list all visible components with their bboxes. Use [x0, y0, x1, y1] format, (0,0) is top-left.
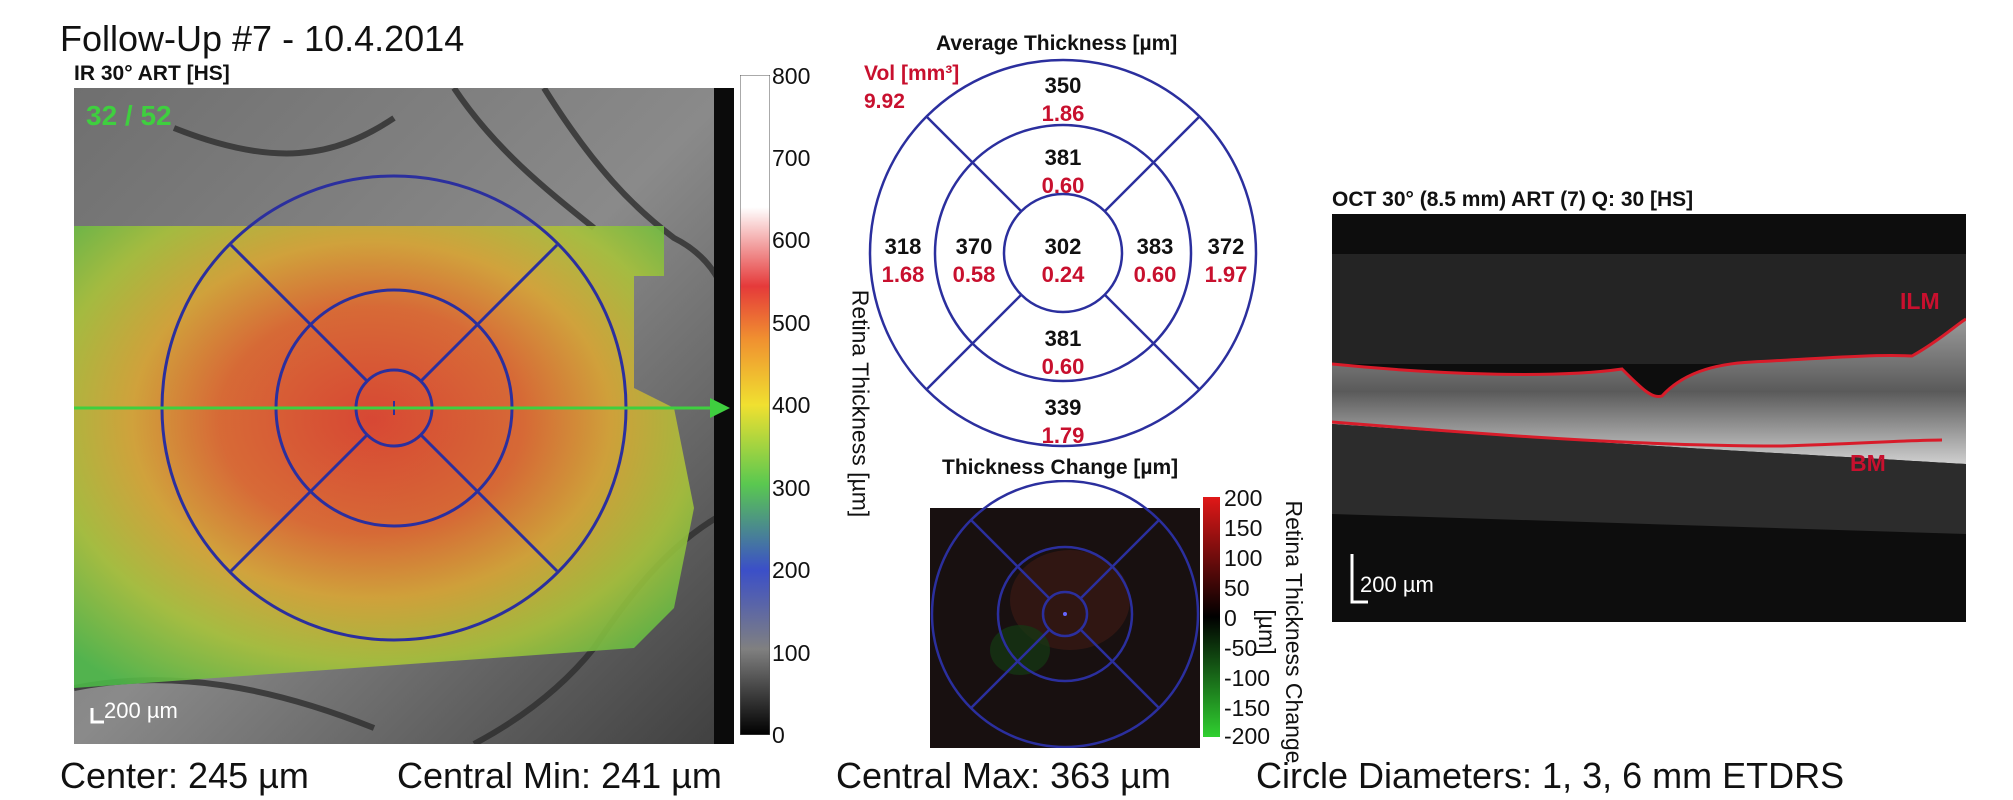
frame-counter: 32 / 52 [86, 100, 172, 131]
thickness-change-title: Thickness Change [µm] [942, 456, 1179, 479]
sector-volume: 1.97 [1204, 262, 1248, 287]
inner-superior-sector: 381 0.60 [1023, 144, 1103, 200]
thickness-change-map[interactable] [930, 479, 1200, 749]
report-title: Follow-Up #7 - 10.4.2014 [60, 18, 465, 59]
scale-tick: 800 [772, 63, 811, 89]
sector-volume: 0.60 [1041, 173, 1085, 198]
volume-label: Vol [mm³] [864, 62, 960, 85]
circle-diameters: Circle Diameters: 1, 3, 6 mm ETDRS [1256, 755, 1845, 796]
change-tick: -150 [1224, 695, 1271, 721]
oct-bscan-svg [1331, 254, 1967, 604]
sector-volume: 0.60 [1133, 262, 1177, 287]
thickness-color-scale [739, 74, 771, 736]
retina-layers [1332, 319, 1966, 464]
scale-tick: 500 [772, 310, 811, 336]
scan-direction-arrow-icon [710, 398, 730, 418]
change-tick: 200 [1224, 485, 1263, 511]
change-tick: -50 [1224, 635, 1258, 661]
scale-tick: 100 [772, 640, 811, 666]
scale-tick: 400 [772, 392, 811, 418]
scale-tick: 700 [772, 145, 811, 171]
fundus-thickness-map[interactable]: 32 / 52 200 µm [73, 86, 737, 747]
fundus-svg [73, 86, 737, 747]
thickness-color-bar [739, 74, 771, 736]
change-tick: 150 [1224, 515, 1263, 541]
scale-tick: 200 [772, 557, 811, 583]
change-color-scale [1203, 497, 1220, 737]
change-tick: 50 [1224, 575, 1250, 601]
sector-volume: 1.79 [1041, 423, 1085, 448]
fundus-scale-bar-label: 200 µm [104, 698, 178, 723]
thickness-scale-ticks: 800 700 600 500 400 300 200 100 0 [772, 63, 812, 748]
change-tick: -200 [1224, 723, 1271, 749]
scale-tick: 600 [772, 227, 811, 253]
sector-thickness: 302 [1044, 234, 1082, 259]
sector-thickness: 318 [884, 234, 922, 259]
ir-image-label: IR 30° ART [HS] [74, 62, 230, 85]
sector-volume: 0.58 [952, 262, 996, 287]
change-axis-label: Retina Thickness Change [µm] [1254, 500, 1307, 764]
sector-volume: 0.24 [1041, 262, 1085, 287]
change-tick: 0 [1224, 605, 1237, 631]
fundus-edge [714, 88, 734, 744]
bm-label: BM [1850, 450, 1886, 476]
center-thickness: Center: 245 µm [60, 755, 309, 796]
sector-volume: 1.68 [881, 262, 925, 287]
scale-tick: 0 [772, 722, 785, 748]
inner-inferior-sector: 381 0.60 [1023, 325, 1103, 381]
change-tick: 100 [1224, 545, 1263, 571]
oct-scale-bar-icon [1350, 554, 1368, 604]
outer-inferior-sector: 339 1.79 [1023, 394, 1103, 450]
total-volume-value: 9.92 [864, 90, 905, 113]
bm-boundary-line [1331, 420, 1943, 448]
change-tick: -100 [1224, 665, 1271, 691]
sector-thickness: 370 [955, 234, 993, 259]
ilm-label: ILM [1900, 288, 1940, 314]
sector-thickness: 372 [1207, 234, 1245, 259]
ilm-boundary-line [1331, 317, 1967, 399]
outer-temporal-sector: 318 1.68 [863, 233, 943, 289]
change-color-bar [1203, 497, 1220, 737]
change-scale-ticks: 200 150 100 50 0 -50 -100 -150 -200 [1224, 485, 1284, 749]
central-min-thickness: Central Min: 241 µm [397, 755, 722, 796]
etdrs-average-grid [868, 58, 1258, 448]
sector-volume: 0.60 [1041, 354, 1085, 379]
sector-volume: 1.86 [1041, 101, 1085, 126]
sector-thickness: 381 [1044, 326, 1082, 351]
inner-nasal-sector: 383 0.60 [1115, 233, 1195, 289]
inner-temporal-sector: 370 0.58 [934, 233, 1014, 289]
sector-thickness: 350 [1044, 73, 1082, 98]
scale-bar-icon [90, 708, 104, 724]
oct-scan-label: OCT 30° (8.5 mm) ART (7) Q: 30 [HS] [1332, 188, 1694, 211]
sector-thickness: 383 [1136, 234, 1174, 259]
oct-scale-bar-label: 200 µm [1360, 572, 1434, 597]
scale-tick: 300 [772, 475, 811, 501]
average-thickness-title: Average Thickness [µm] [936, 32, 1178, 55]
thickness-change-svg [930, 479, 1200, 749]
outer-superior-sector: 350 1.86 [1023, 72, 1103, 128]
outer-nasal-sector: 372 1.97 [1186, 233, 1266, 289]
oct-bscan-image[interactable]: ILM BM 200 µm [1331, 214, 1967, 622]
sector-thickness: 339 [1044, 395, 1082, 420]
central-max-thickness: Central Max: 363 µm [836, 755, 1171, 796]
center-sector: 302 0.24 [1023, 233, 1103, 289]
sector-thickness: 381 [1044, 145, 1082, 170]
